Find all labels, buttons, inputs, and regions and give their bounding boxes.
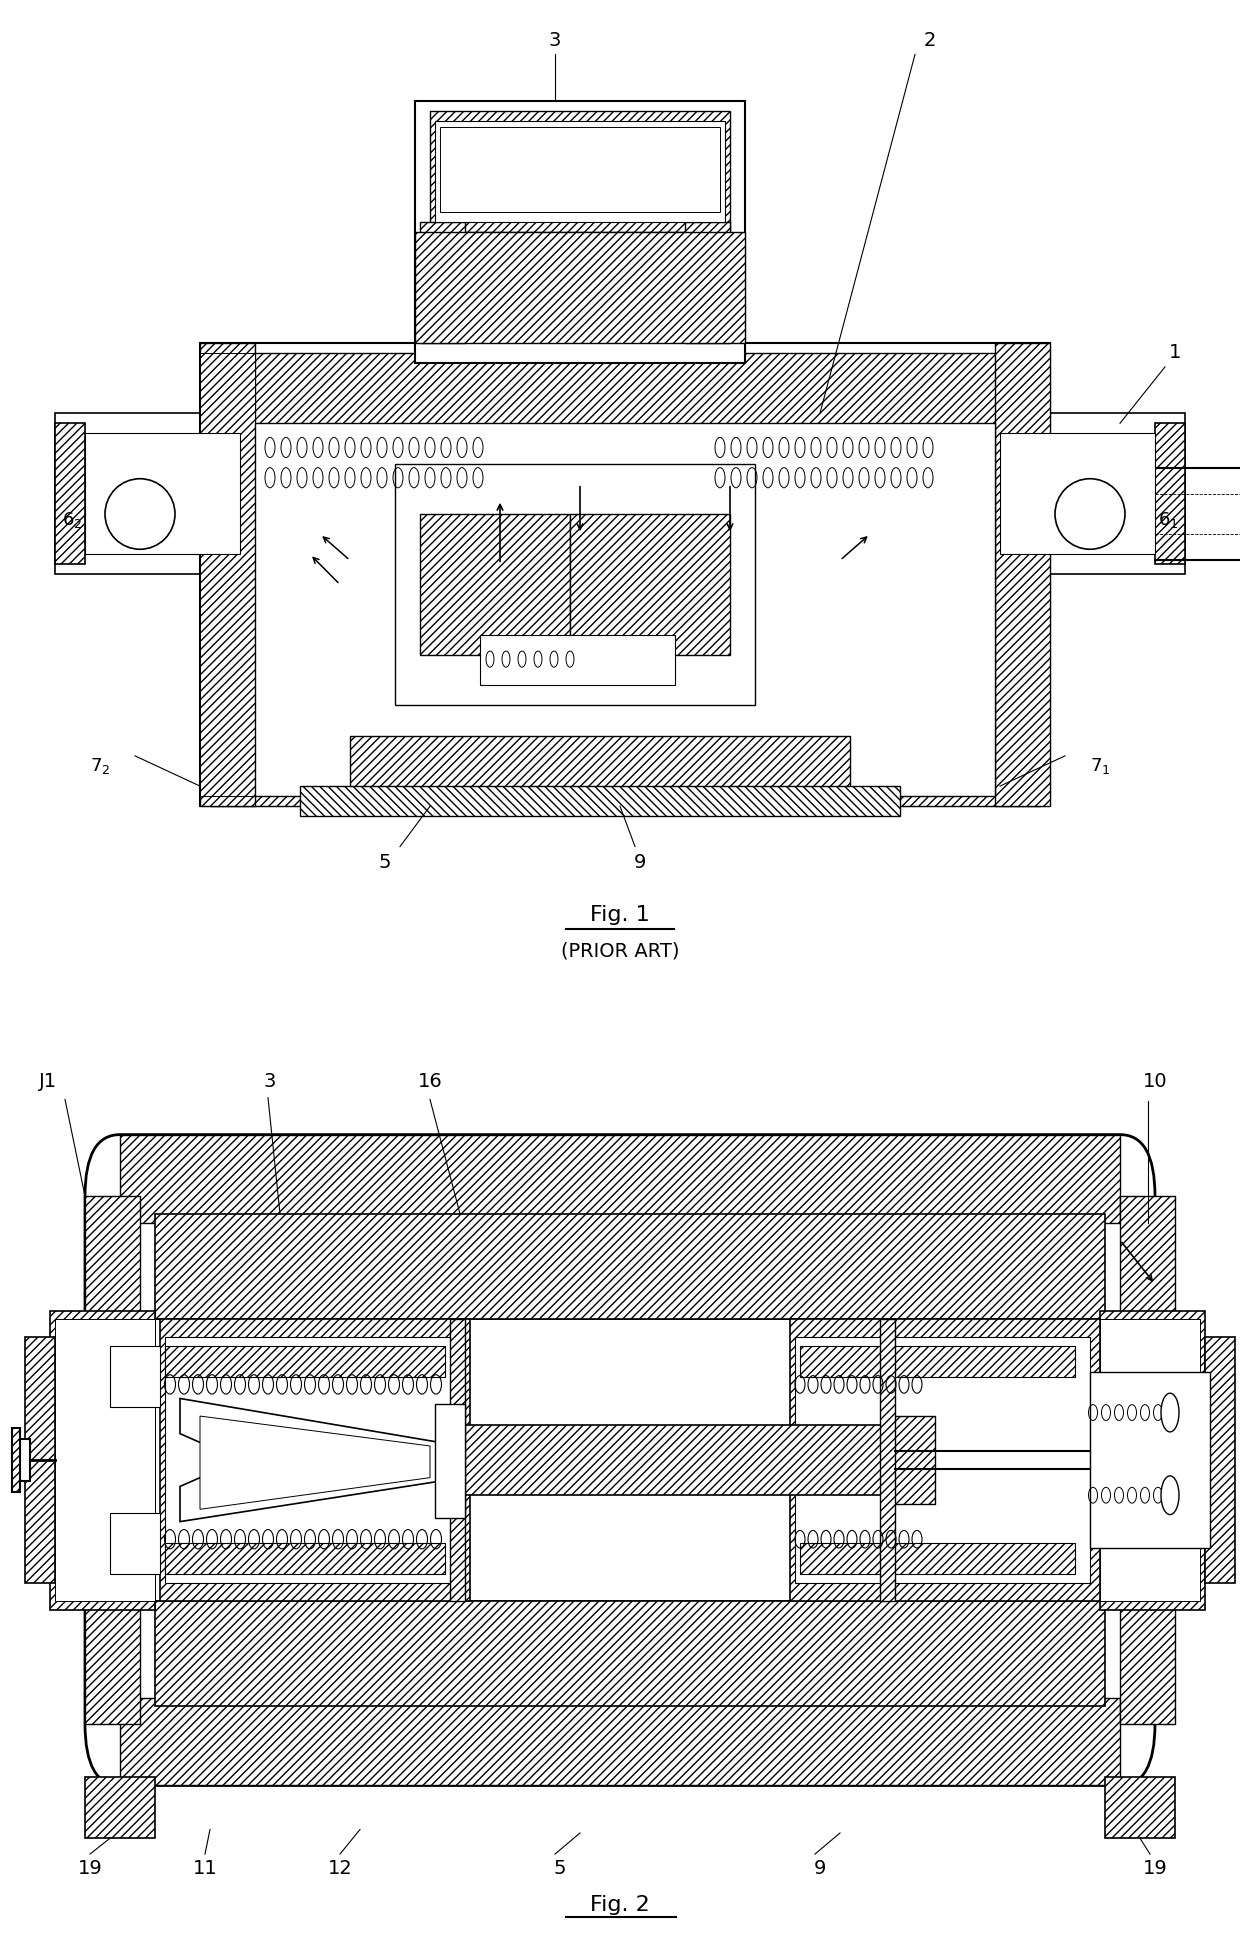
Bar (86, 1776, 155, 1838)
Text: 11: 11 (192, 1860, 217, 1877)
Bar (435, 120, 725, 223)
Bar (155, 1600, 1105, 1707)
Bar (210, 726, 1040, 807)
Bar (396, 464, 755, 706)
Bar (420, 223, 465, 342)
Bar (790, 1320, 1100, 1600)
Bar (1120, 1196, 1176, 1724)
Bar (994, 342, 1050, 807)
Bar (120, 1134, 1120, 1223)
Bar (165, 1542, 445, 1575)
Bar (415, 101, 745, 364)
Ellipse shape (1161, 1393, 1179, 1432)
Bar (200, 352, 255, 795)
Bar (420, 515, 570, 656)
Text: 12: 12 (327, 1860, 352, 1877)
Bar (999, 433, 1154, 553)
Bar (210, 352, 1040, 443)
Bar (1154, 424, 1185, 565)
Text: (PRIOR ART): (PRIOR ART) (560, 942, 680, 962)
Bar (1100, 1320, 1200, 1600)
Bar (25, 1337, 55, 1583)
Text: $6_2$: $6_2$ (62, 511, 82, 530)
Bar (200, 342, 1050, 807)
Text: 3: 3 (549, 31, 562, 50)
Text: 9: 9 (813, 1860, 826, 1877)
Bar (450, 1320, 465, 1600)
Bar (800, 1542, 1075, 1575)
Bar (465, 1424, 885, 1496)
Text: $6_1$: $6_1$ (1158, 511, 1178, 530)
Bar (110, 1513, 160, 1575)
Bar (165, 1345, 445, 1378)
Text: 10: 10 (1143, 1072, 1167, 1091)
Bar (155, 1320, 1105, 1600)
Bar (55, 1320, 155, 1600)
Text: Fig. 2: Fig. 2 (590, 1894, 650, 1916)
Text: 19: 19 (1142, 1860, 1167, 1877)
Bar (55, 414, 241, 575)
Bar (50, 1310, 155, 1610)
Bar (120, 1697, 1120, 1786)
Bar (160, 1320, 470, 1600)
Bar (435, 1403, 465, 1519)
Bar (800, 1345, 1075, 1378)
Text: Fig. 1: Fig. 1 (590, 906, 650, 925)
Ellipse shape (1055, 478, 1125, 550)
Bar (350, 735, 849, 807)
Bar (440, 128, 720, 211)
Text: J1: J1 (38, 1072, 57, 1091)
Bar (86, 433, 241, 553)
Bar (165, 1337, 460, 1583)
Bar (55, 424, 86, 565)
Bar (255, 424, 994, 795)
Ellipse shape (105, 478, 175, 550)
Bar (570, 515, 730, 656)
Bar (684, 223, 730, 342)
Bar (1100, 1310, 1205, 1610)
Bar (1105, 1776, 1176, 1838)
Bar (415, 232, 745, 342)
Text: $7_2$: $7_2$ (89, 757, 110, 776)
Polygon shape (180, 1399, 440, 1521)
Text: 9: 9 (634, 853, 646, 873)
Bar (999, 414, 1185, 575)
Polygon shape (200, 1416, 430, 1509)
Text: 5: 5 (554, 1860, 567, 1877)
Bar (19, 1440, 30, 1480)
Bar (885, 1416, 935, 1503)
Bar (880, 1320, 895, 1600)
Bar (1090, 1372, 1210, 1548)
Bar (110, 1345, 160, 1407)
FancyBboxPatch shape (86, 1134, 1154, 1786)
Bar (795, 1337, 1090, 1583)
Bar (200, 342, 255, 807)
Bar (155, 1213, 1105, 1320)
Text: 16: 16 (418, 1072, 443, 1091)
Text: 3: 3 (264, 1072, 277, 1091)
Text: $7_1$: $7_1$ (1090, 757, 1110, 776)
Bar (300, 786, 900, 817)
Bar (1205, 1337, 1235, 1583)
Ellipse shape (1161, 1476, 1179, 1515)
Bar (430, 110, 730, 232)
Text: 5: 5 (378, 853, 392, 873)
Text: 19: 19 (78, 1860, 103, 1877)
Bar (12, 1428, 20, 1492)
Bar (480, 635, 675, 685)
Text: 2: 2 (924, 31, 936, 50)
Bar (86, 1196, 140, 1724)
Text: 1: 1 (1169, 342, 1182, 362)
